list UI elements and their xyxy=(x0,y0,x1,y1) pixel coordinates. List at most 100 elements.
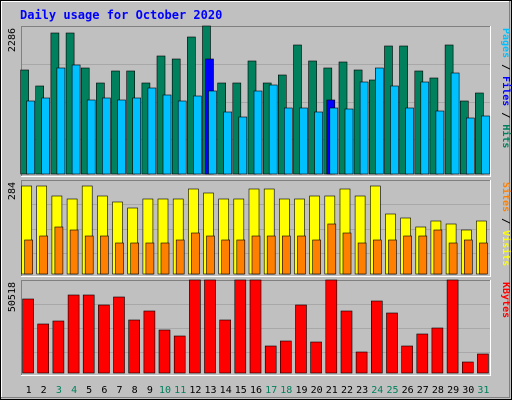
bar-kbytes-day-28 xyxy=(431,327,444,374)
bar-sites-day-17 xyxy=(266,235,276,275)
bar-sites-day-29 xyxy=(448,242,458,275)
x-tick-label-day-16: 16 xyxy=(250,385,262,396)
panel-bottom: 50518 KBytes xyxy=(7,279,511,376)
bar-kbytes-day-15 xyxy=(234,279,247,374)
bar-pages-day-30 xyxy=(465,117,475,175)
bar-pages-day-17 xyxy=(268,84,278,175)
bar-kbytes-day-22 xyxy=(340,310,353,374)
bar-sites-day-31 xyxy=(479,242,488,275)
bar-kbytes-day-19 xyxy=(295,304,307,374)
x-tick-label-day-31: 31 xyxy=(477,385,489,396)
bar-kbytes-day-31 xyxy=(477,353,489,374)
x-tick-label-day-25: 25 xyxy=(386,385,398,396)
bar-sites-day-30 xyxy=(463,239,473,275)
bar-kbytes-day-25 xyxy=(386,312,398,374)
bar-sites-day-21 xyxy=(327,223,337,275)
bar-pages-day-7 xyxy=(117,99,126,175)
bar-pages-day-19 xyxy=(299,107,308,175)
bar-sites-day-2 xyxy=(39,235,49,275)
x-tick-label-day-28: 28 xyxy=(432,385,444,396)
bar-pages-day-14 xyxy=(223,111,232,175)
bar-kbytes-day-3 xyxy=(52,320,65,374)
bar-kbytes-day-8 xyxy=(128,319,140,374)
bar-pages-day-2 xyxy=(41,97,51,175)
legend-entry: Visits xyxy=(500,230,512,266)
legend-entry: Files xyxy=(500,76,512,106)
x-tick-label-day-11: 11 xyxy=(174,385,186,396)
bar-pages-day-27 xyxy=(420,81,430,175)
bar-pages-day-22 xyxy=(344,108,354,175)
bar-pages-day-9 xyxy=(147,87,157,175)
panel-legend: Pages / Files / Hits xyxy=(500,28,512,148)
bar-kbytes-day-1 xyxy=(22,298,34,374)
bar-pages-day-10 xyxy=(162,94,172,175)
bar-pages-day-13 xyxy=(208,90,217,175)
bar-pages-day-11 xyxy=(177,100,187,175)
bar-kbytes-day-4 xyxy=(67,294,80,374)
bar-sites-day-11 xyxy=(175,239,185,275)
bar-kbytes-day-26 xyxy=(401,345,413,374)
panel-ymax-label: 284 xyxy=(7,182,18,200)
bar-pages-day-21 xyxy=(329,107,339,175)
bar-sites-day-27 xyxy=(418,235,428,275)
legend-entry: KBytes xyxy=(500,282,511,318)
x-tick-label-day-18: 18 xyxy=(280,385,292,396)
bar-pages-day-31 xyxy=(481,115,490,175)
bar-pages-day-8 xyxy=(132,97,141,175)
bar-sites-day-3 xyxy=(54,226,64,275)
bar-sites-day-24 xyxy=(372,239,382,275)
bar-pages-day-15 xyxy=(238,116,248,175)
chart-title: Daily usage for October 2020 xyxy=(20,8,222,22)
bar-kbytes-day-30 xyxy=(461,361,474,374)
bar-sites-day-10 xyxy=(160,242,170,275)
x-tick-label-day-14: 14 xyxy=(220,385,232,396)
x-tick-label-day-22: 22 xyxy=(341,385,353,396)
x-tick-label-day-10: 10 xyxy=(159,385,171,396)
bar-sites-day-8 xyxy=(130,242,139,275)
bar-sites-day-19 xyxy=(297,235,306,275)
bar-sites-day-25 xyxy=(388,239,397,275)
x-tick-label-day-3: 3 xyxy=(56,385,62,396)
bar-kbytes-day-2 xyxy=(37,323,50,374)
bar-sites-day-22 xyxy=(342,232,352,275)
bar-kbytes-day-7 xyxy=(113,296,125,374)
bar-pages-day-23 xyxy=(359,81,369,175)
bar-pages-day-16 xyxy=(253,90,263,175)
bar-sites-day-13 xyxy=(206,235,215,275)
x-tick-label-day-15: 15 xyxy=(235,385,247,396)
bar-sites-day-20 xyxy=(312,239,321,275)
panel-legend: KBytes xyxy=(500,282,511,318)
bar-sites-day-15 xyxy=(236,239,246,275)
bar-kbytes-day-24 xyxy=(370,300,383,374)
bar-pages-day-25 xyxy=(390,85,399,175)
panel-top: 2286 Pages / Files / Hits xyxy=(7,25,512,177)
panel-ymax-label: 2286 xyxy=(7,28,18,52)
bar-pages-day-1 xyxy=(26,100,35,175)
bar-pages-day-20 xyxy=(314,111,323,175)
bar-kbytes-day-21 xyxy=(325,279,338,374)
bar-sites-day-9 xyxy=(145,242,155,275)
x-tick-label-day-29: 29 xyxy=(447,385,459,396)
bar-pages-day-4 xyxy=(71,64,81,175)
bar-pages-day-18 xyxy=(283,107,293,175)
bar-sites-day-7 xyxy=(115,242,124,275)
x-tick-label-day-21: 21 xyxy=(326,385,338,396)
bar-kbytes-day-23 xyxy=(355,351,368,374)
bar-sites-day-12 xyxy=(191,232,200,275)
bar-pages-day-12 xyxy=(193,95,202,175)
bar-kbytes-day-12 xyxy=(189,279,201,374)
x-tick-label-day-20: 20 xyxy=(311,385,323,396)
bar-pages-day-24 xyxy=(374,67,384,175)
bar-sites-day-6 xyxy=(100,235,109,275)
bar-kbytes-day-27 xyxy=(416,333,429,374)
bar-kbytes-day-10 xyxy=(158,329,171,374)
x-tick-label-day-27: 27 xyxy=(417,385,429,396)
x-tick-label-day-2: 2 xyxy=(41,385,47,396)
x-tick-label-day-8: 8 xyxy=(132,385,138,396)
bar-sites-day-28 xyxy=(433,229,443,275)
x-tick-label-day-5: 5 xyxy=(86,385,92,396)
bar-pages-day-6 xyxy=(102,97,111,175)
x-tick-label-day-23: 23 xyxy=(356,385,368,396)
